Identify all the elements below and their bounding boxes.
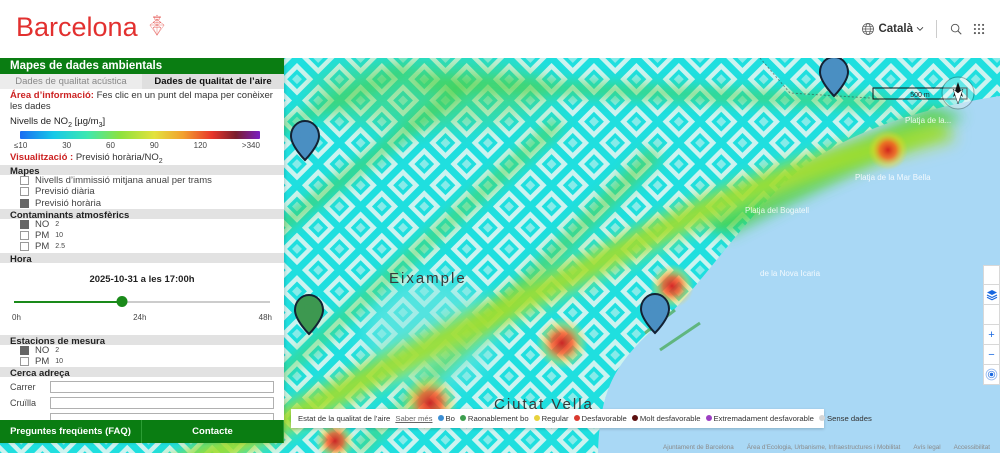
svg-text:Platja de la Mar Bella: Platja de la Mar Bella — [855, 173, 931, 182]
svg-text:Platja del Bogatell: Platja del Bogatell — [745, 206, 809, 215]
svg-text:Eixample: Eixample — [389, 270, 467, 287]
svg-text:Platja de la...: Platja de la... — [905, 116, 951, 125]
svg-text:de la Nova Icaria: de la Nova Icaria — [760, 269, 821, 278]
svg-text:500 m: 500 m — [910, 92, 930, 99]
